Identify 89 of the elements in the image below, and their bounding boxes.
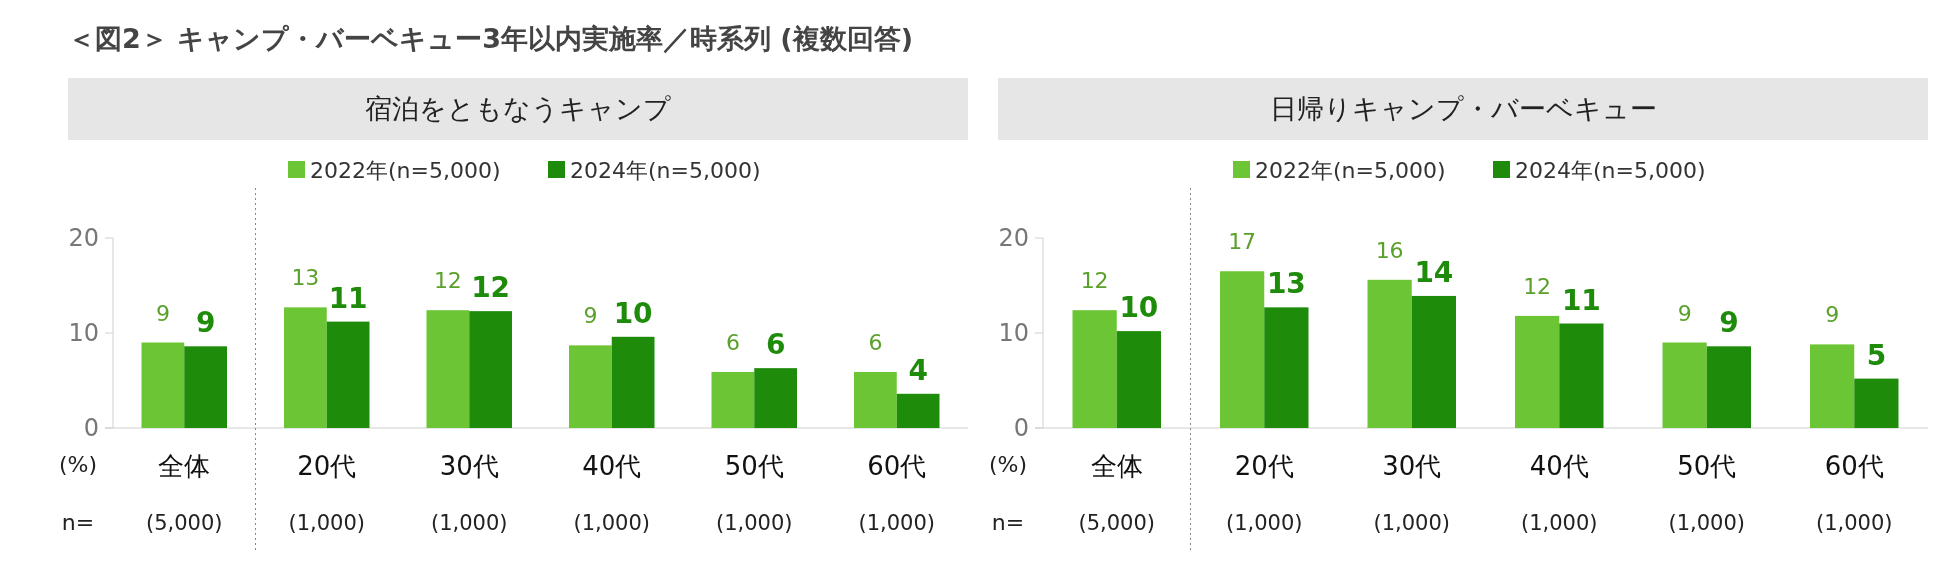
legend-label: 2024年(n=5,000): [570, 158, 761, 183]
data-label: 9: [1677, 300, 1692, 326]
x-tick-label: 50代: [1677, 451, 1737, 481]
legend-label: 2024年(n=5,000): [1515, 158, 1706, 183]
y-tick-label: 0: [1013, 414, 1029, 443]
x-tick-label: 全体: [1090, 451, 1143, 481]
text: (1,000): [858, 511, 936, 535]
data-label: 14: [1414, 255, 1454, 289]
x-tick-label: 30代: [1382, 451, 1442, 481]
x-tick-label: 50代: [724, 451, 784, 481]
text: (5,000): [145, 511, 223, 535]
data-label: 12: [1523, 273, 1552, 299]
y-tick-label: 0: [83, 414, 99, 443]
data-label: 10: [1119, 291, 1159, 325]
data-label: 9: [1825, 302, 1840, 328]
x-tick-label: 40代: [1529, 451, 1589, 481]
x-tick-label: 60代: [867, 451, 927, 481]
x-tick-label: 40代: [582, 451, 642, 481]
data-label: 11: [328, 281, 368, 315]
bar: [326, 321, 370, 428]
text: (1,000): [430, 511, 508, 535]
text: n=: [991, 510, 1025, 535]
data-label: 5: [1866, 338, 1887, 372]
x-tick-label: 60代: [1824, 451, 1884, 481]
y-tick-label: 20: [998, 224, 1029, 253]
data-label: 13: [1266, 267, 1306, 301]
text: (5,000): [1078, 511, 1156, 535]
data-label: 16: [1375, 237, 1404, 263]
bar: [1367, 279, 1412, 428]
text: n=: [61, 510, 95, 535]
text: (1,000): [288, 511, 366, 535]
text: (%): [988, 452, 1028, 477]
bar: [1706, 346, 1751, 428]
data-label: 6: [725, 329, 740, 355]
data-label: 9: [1719, 306, 1739, 340]
bar: [854, 371, 897, 428]
bar: [1220, 271, 1265, 428]
bar: [141, 342, 185, 428]
text: (1,000): [1815, 511, 1893, 535]
text: (1,000): [715, 511, 793, 535]
legend-label: 2022年(n=5,000): [1255, 158, 1446, 183]
bar: [284, 307, 327, 428]
bar: [184, 346, 227, 428]
data-label: 9: [583, 303, 598, 329]
bar: [1810, 344, 1855, 428]
data-label: 17: [1228, 229, 1257, 255]
x-tick-label: 20代: [297, 451, 357, 481]
x-tick-label: 全体: [158, 451, 211, 481]
text: (1,000): [1225, 511, 1303, 535]
data-label: 10: [613, 296, 653, 330]
legend-label: 2022年(n=5,000): [310, 158, 501, 183]
text: (1,000): [1520, 511, 1598, 535]
bar: [754, 368, 797, 428]
bar: [1515, 315, 1560, 428]
bar: [469, 311, 512, 428]
data-label: 9: [195, 306, 216, 340]
bar: [1854, 378, 1899, 428]
x-tick-label: 20代: [1234, 451, 1294, 481]
data-label: 12: [471, 271, 511, 305]
bar: [1559, 323, 1604, 428]
bar: [711, 371, 755, 428]
bar: [896, 393, 940, 428]
data-label: 12: [433, 268, 462, 294]
chart-title: 宿泊をともなうキャンプ: [365, 93, 671, 124]
text: (1,000): [573, 511, 651, 535]
data-label: 6: [765, 328, 786, 362]
x-tick-label: 30代: [439, 451, 499, 481]
text: (1,000): [1668, 511, 1746, 535]
text: (1,000): [1373, 511, 1451, 535]
text: (%): [58, 452, 98, 477]
data-label: 9: [155, 300, 170, 326]
bar: [1072, 310, 1117, 428]
data-label: 11: [1561, 283, 1601, 317]
data-label: 6: [868, 329, 883, 355]
y-tick-label: 10: [68, 319, 99, 348]
data-label: 4: [908, 353, 928, 387]
bar: [1662, 342, 1707, 428]
bar: [426, 310, 470, 428]
bar: [569, 345, 612, 428]
bar: [611, 336, 655, 428]
y-tick-label: 20: [68, 224, 99, 253]
chart-subtitle: ＜図2＞ キャンプ・バーベキュー3年以内実施率／時系列 (複数回答): [68, 23, 914, 54]
bar: [1116, 331, 1161, 428]
data-label: 12: [1080, 268, 1109, 294]
bar: [1411, 295, 1456, 428]
data-label: 13: [291, 265, 320, 291]
bar: [1264, 307, 1309, 428]
y-tick-label: 10: [998, 319, 1029, 348]
chart-title: 日帰りキャンプ・バーベキュー: [1269, 93, 1657, 124]
